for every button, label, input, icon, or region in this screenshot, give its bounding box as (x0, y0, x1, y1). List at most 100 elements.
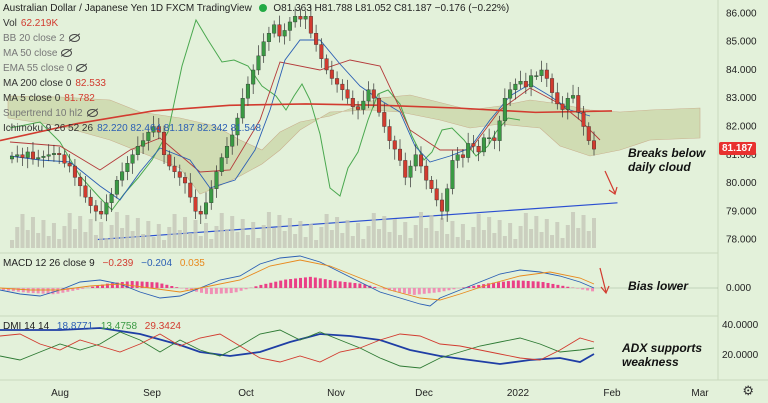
candle-body[interactable] (314, 33, 319, 45)
candle-body[interactable] (497, 120, 502, 141)
hidden-eye-icon[interactable] (61, 49, 73, 58)
candle-body[interactable] (135, 146, 140, 155)
candle-body[interactable] (403, 160, 408, 178)
candle-body[interactable] (104, 202, 109, 215)
candle-body[interactable] (272, 24, 277, 34)
candle-body[interactable] (439, 199, 444, 212)
candle-body[interactable] (408, 165, 413, 178)
candle-body[interactable] (429, 179, 434, 189)
candle-body[interactable] (460, 154, 465, 158)
candle-body[interactable] (298, 16, 303, 20)
time-axis[interactable]: Aug Sep Oct Nov Dec 2022 Feb Mar (51, 388, 709, 399)
candle-body[interactable] (88, 196, 93, 206)
candle-body[interactable] (518, 81, 523, 85)
macd-label[interactable]: MACD 12 26 close 9 (3, 258, 95, 269)
candle-body[interactable] (502, 98, 507, 122)
hidden-eye-icon[interactable] (86, 109, 98, 118)
candle-body[interactable] (177, 171, 182, 178)
candle-body[interactable] (224, 146, 229, 158)
candle-body[interactable] (78, 177, 83, 187)
candle-body[interactable] (67, 163, 72, 167)
macd-axis[interactable]: 0.000 (726, 283, 751, 294)
candle-body[interactable] (36, 157, 41, 160)
candle-body[interactable] (146, 131, 151, 141)
indicator-row[interactable]: Supertrend 10 hl2 (3, 106, 509, 121)
candle-body[interactable] (555, 92, 560, 105)
candle-body[interactable] (9, 155, 14, 160)
candle-body[interactable] (167, 154, 172, 167)
candle-body[interactable] (387, 126, 392, 141)
candle-body[interactable] (434, 188, 439, 201)
candle-body[interactable] (141, 140, 146, 147)
candle-body[interactable] (450, 160, 455, 189)
candle-body[interactable] (377, 98, 382, 113)
candle-body[interactable] (20, 154, 25, 158)
indicator-row[interactable]: MA 50 close (3, 46, 509, 61)
candle-body[interactable] (209, 188, 214, 203)
candle-body[interactable] (340, 83, 345, 90)
candle-body[interactable] (240, 98, 245, 119)
candle-body[interactable] (319, 44, 324, 59)
candle-body[interactable] (214, 171, 219, 189)
indicator-row[interactable]: MA 200 close 0 82.533 (3, 76, 509, 91)
chart-title[interactable]: Australian Dollar / Japanese Yen 1D FXCM… (3, 3, 252, 14)
candle-body[interactable] (93, 205, 98, 212)
candle-body[interactable] (424, 165, 429, 181)
candle-body[interactable] (130, 154, 135, 164)
dmi-axis[interactable]: 40.0000 20.0000 (722, 320, 759, 361)
candle-body[interactable] (445, 188, 450, 212)
candle-body[interactable] (329, 69, 334, 79)
candle-body[interactable] (256, 55, 261, 71)
candle-body[interactable] (120, 171, 125, 181)
candle-body[interactable] (183, 177, 188, 184)
candle-body[interactable] (529, 75, 534, 88)
candle-body[interactable] (513, 83, 518, 90)
candle-body[interactable] (219, 157, 224, 172)
candle-body[interactable] (560, 103, 565, 110)
candle-body[interactable] (544, 69, 549, 79)
candle-body[interactable] (57, 153, 62, 155)
candle-body[interactable] (99, 211, 104, 215)
candle-body[interactable] (282, 30, 287, 37)
candle-body[interactable] (413, 154, 418, 167)
candle-body[interactable] (366, 89, 371, 102)
candle-body[interactable] (245, 83, 250, 99)
hidden-eye-icon[interactable] (76, 64, 88, 73)
price-axis[interactable]: 86.000 85.000 84.000 83.000 82.000 81.000 80.0… (726, 8, 757, 245)
candle-body[interactable] (455, 154, 460, 161)
candle-body[interactable] (371, 89, 376, 99)
candle-body[interactable] (539, 69, 544, 76)
dmi-label[interactable]: DMI 14 14 (3, 321, 50, 332)
candle-body[interactable] (335, 78, 340, 85)
candle-body[interactable] (586, 126, 591, 141)
candle-body[interactable] (392, 140, 397, 150)
candle-body[interactable] (172, 165, 177, 172)
candle-body[interactable] (481, 137, 486, 153)
candle-body[interactable] (382, 112, 387, 127)
indicator-row[interactable]: EMA 55 close 0 (3, 61, 509, 76)
candlesticks[interactable] (9, 5, 597, 224)
candle-body[interactable] (581, 112, 586, 127)
candle-body[interactable] (361, 100, 366, 110)
candle-body[interactable] (471, 143, 476, 147)
candle-body[interactable] (476, 146, 481, 153)
indicator-row[interactable]: Ichimoku 9 26 52 26 82.220 82.464 81.187 … (3, 121, 509, 136)
candle-body[interactable] (356, 106, 361, 110)
candle-body[interactable] (151, 126, 156, 133)
candle-body[interactable] (15, 154, 20, 157)
candle-body[interactable] (162, 131, 167, 155)
candle-body[interactable] (198, 211, 203, 215)
candle-body[interactable] (534, 75, 539, 77)
candle-body[interactable] (508, 89, 513, 99)
candle-body[interactable] (261, 41, 266, 57)
candle-body[interactable] (398, 148, 403, 161)
candle-body[interactable] (487, 137, 492, 140)
indicator-row[interactable]: Vol 62.219K (3, 16, 509, 31)
candle-body[interactable] (125, 163, 130, 172)
candle-body[interactable] (46, 154, 51, 157)
candle-body[interactable] (83, 185, 88, 198)
candle-body[interactable] (345, 89, 350, 99)
candle-body[interactable] (308, 16, 313, 34)
candle-body[interactable] (72, 165, 77, 178)
candle-body[interactable] (303, 16, 308, 20)
